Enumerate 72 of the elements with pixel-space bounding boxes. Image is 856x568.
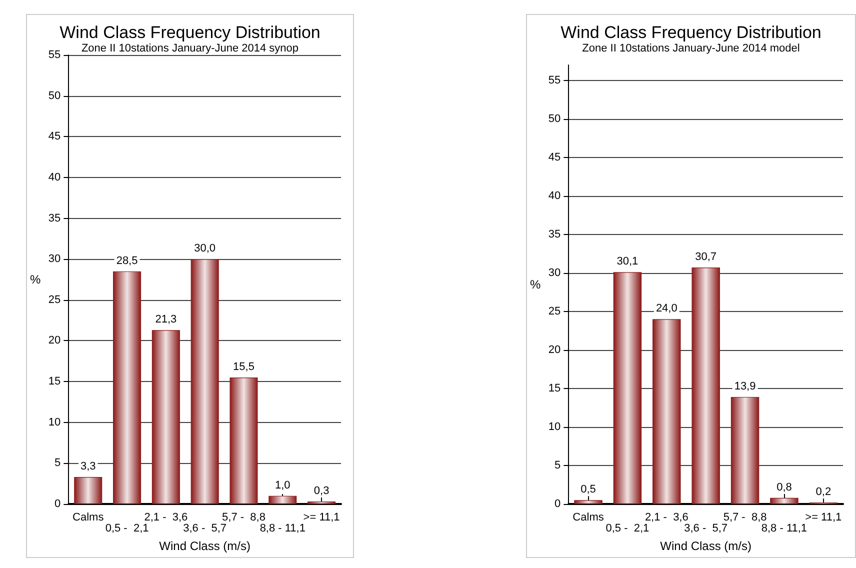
bar <box>692 268 720 504</box>
x-tick-label: 3,6 - 5,7 <box>183 522 227 534</box>
y-axis-title: % <box>30 272 41 286</box>
y-tick-label: 35 <box>48 212 61 224</box>
x-tick-label: Calms <box>572 512 604 524</box>
y-tick-label: 25 <box>48 294 61 306</box>
x-tick-label: 0,5 - 2,1 <box>105 522 149 534</box>
y-axis-title: % <box>530 278 541 292</box>
x-tick-label: 5,7 - 8,8 <box>222 512 266 524</box>
y-tick-label: 40 <box>548 190 561 202</box>
x-axis-title: Wind Class (m/s) <box>660 539 752 553</box>
y-tick-label: 20 <box>48 334 61 347</box>
y-tick-label: 25 <box>548 305 561 318</box>
y-tick-label: 10 <box>548 420 561 433</box>
x-tick-label: 3,6 - 5,7 <box>684 522 728 534</box>
x-tick-label: 8,8 - 11,1 <box>260 522 306 534</box>
bar <box>230 377 258 504</box>
x-axis-title: Wind Class (m/s) <box>159 539 251 553</box>
y-tick-label: 40 <box>48 171 61 184</box>
data-label: 21,3 <box>155 314 177 326</box>
bar <box>613 272 642 504</box>
x-tick-label: Calms <box>72 512 104 524</box>
chart-title: Wind Class Frequency Distribution <box>60 23 320 42</box>
bar <box>268 496 297 504</box>
chart-title: Wind Class Frequency Distribution <box>560 23 822 42</box>
bar <box>152 330 180 504</box>
y-tick-label: 30 <box>548 266 561 279</box>
x-tick-label: 2,1 - 3,6 <box>644 512 688 524</box>
x-tick-label: >= 11,1 <box>303 512 340 524</box>
data-label: 30,0 <box>194 242 216 255</box>
x-tick-label: 0,5 - 2,1 <box>606 522 650 534</box>
data-label: 0,2 <box>816 486 832 498</box>
bar <box>730 396 760 504</box>
y-tick-label: 45 <box>548 151 561 164</box>
bar <box>113 271 142 504</box>
data-label: 30,1 <box>616 256 638 268</box>
x-tick-label: 2,1 - 3,6 <box>144 512 188 524</box>
chart-subtitle: Zone II 10stations January-June 2014 model <box>582 42 800 54</box>
y-tick-label: 55 <box>548 74 561 86</box>
x-tick-label: >= 11,1 <box>805 512 842 524</box>
data-label: 30,7 <box>695 251 717 264</box>
data-label: 0,8 <box>776 481 792 494</box>
y-tick-label: 5 <box>54 457 61 470</box>
bar <box>190 259 219 504</box>
bar <box>74 477 102 504</box>
y-tick-label: 35 <box>548 228 561 240</box>
y-tick-label: 50 <box>548 112 561 125</box>
chart-subtitle: Zone II 10stations January-June 2014 synop <box>81 42 299 54</box>
x-tick-label: 5,7 - 8,8 <box>723 512 767 524</box>
y-tick-label: 55 <box>48 49 61 61</box>
y-tick-label: 15 <box>48 376 61 388</box>
y-tick-label: 15 <box>548 382 561 394</box>
data-label: 1,0 <box>274 479 290 492</box>
data-label: 13,9 <box>734 380 756 392</box>
y-tick-label: 10 <box>48 416 61 428</box>
data-label: 0,3 <box>314 485 330 498</box>
data-label: 0,5 <box>580 484 596 496</box>
bar <box>770 498 798 504</box>
bar <box>652 319 681 504</box>
data-label: 15,5 <box>233 360 254 373</box>
y-tick-label: 20 <box>548 344 561 356</box>
y-tick-label: 30 <box>48 253 61 266</box>
y-tick-label: 50 <box>48 90 61 102</box>
x-tick-label: 8,8 - 11,1 <box>761 522 808 534</box>
data-label: 28,5 <box>116 254 138 267</box>
y-tick-label: 45 <box>48 130 61 143</box>
y-tick-label: 0 <box>554 498 561 510</box>
data-label: 3,3 <box>80 460 96 473</box>
y-tick-label: 0 <box>54 498 61 510</box>
y-tick-label: 5 <box>554 459 561 472</box>
bar <box>574 500 602 504</box>
data-label: 24,0 <box>656 302 678 315</box>
